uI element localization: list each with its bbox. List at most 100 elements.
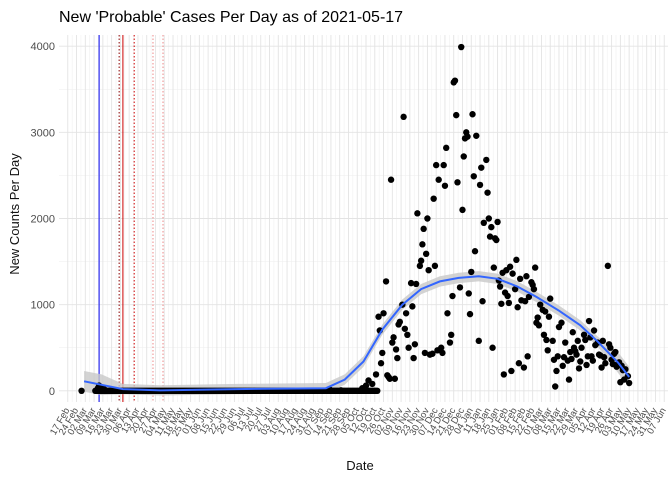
data-point — [578, 344, 585, 351]
data-point — [390, 334, 397, 341]
data-point — [524, 353, 531, 360]
chart-title: New 'Probable' Cases Per Day as of 2021-… — [59, 9, 403, 26]
data-point — [598, 364, 605, 371]
y-tick-label: 2000 — [31, 214, 55, 226]
data-point — [437, 344, 445, 351]
y-axis-title: New Counts Per Day — [7, 153, 22, 275]
y-axis-ticks: 0 1000 2000 3000 4000 — [31, 41, 55, 398]
data-point — [504, 292, 511, 300]
data-point — [506, 263, 514, 270]
data-point — [430, 195, 437, 202]
data-point — [468, 268, 475, 276]
data-point — [475, 337, 482, 345]
data-point — [424, 215, 431, 222]
data-point — [476, 181, 484, 189]
data-point — [540, 331, 548, 339]
data-point — [545, 313, 553, 320]
data-point — [569, 329, 576, 336]
y-tick-label: 0 — [49, 386, 55, 398]
data-point — [422, 250, 430, 258]
data-point — [405, 344, 412, 351]
data-point — [362, 382, 370, 389]
data-point — [382, 278, 390, 285]
reference-lines — [98, 35, 164, 402]
data-point — [478, 164, 485, 171]
data-point — [479, 298, 486, 305]
data-point — [375, 313, 382, 320]
data-point — [454, 179, 461, 186]
data-point — [511, 285, 519, 293]
data-point — [590, 327, 598, 334]
data-point — [460, 153, 467, 160]
data-point — [374, 387, 381, 395]
data-point — [448, 331, 455, 339]
confidence-band — [84, 271, 630, 396]
data-point — [535, 322, 543, 329]
data-point — [407, 279, 415, 287]
data-point — [451, 77, 459, 84]
data-point — [456, 284, 464, 291]
data-point — [600, 354, 608, 361]
data-point — [409, 303, 416, 310]
data-point — [401, 325, 409, 332]
data-point — [412, 280, 420, 288]
data-point — [484, 189, 491, 196]
data-point — [449, 292, 456, 300]
data-point — [486, 233, 494, 240]
data-point — [473, 132, 480, 139]
data-point — [513, 256, 520, 264]
data-point — [379, 349, 386, 357]
data-point — [420, 225, 427, 233]
y-tick-label: 3000 — [31, 127, 55, 139]
data-point — [391, 375, 399, 382]
data-point — [394, 354, 401, 362]
data-point — [483, 156, 490, 164]
data-point — [568, 355, 575, 363]
data-point — [541, 308, 549, 315]
data-point — [380, 310, 387, 317]
data-point — [439, 349, 446, 357]
data-point — [575, 365, 583, 372]
data-point — [559, 362, 566, 370]
data-point — [582, 336, 589, 344]
data-point — [429, 350, 436, 357]
data-point — [494, 218, 501, 226]
data-point — [466, 310, 474, 318]
data-point — [544, 347, 551, 354]
data-point — [416, 262, 424, 270]
data-point — [485, 215, 493, 222]
data-point — [387, 176, 395, 183]
data-point — [417, 257, 425, 264]
data-point — [441, 182, 449, 189]
data-point — [446, 339, 454, 346]
data-point — [516, 275, 524, 283]
data-point — [389, 339, 396, 346]
data-point — [400, 113, 407, 121]
data-point — [554, 353, 561, 360]
data-point — [543, 336, 550, 344]
data-point — [78, 387, 85, 395]
data-point — [421, 349, 429, 357]
data-point — [515, 360, 523, 367]
data-point — [531, 264, 539, 271]
data-point — [440, 161, 447, 169]
data-point — [480, 219, 487, 227]
data-point — [404, 331, 411, 339]
data-point — [583, 361, 590, 369]
data-point — [523, 273, 530, 280]
data-point — [549, 337, 556, 345]
data-point — [509, 270, 516, 277]
data-point — [490, 264, 498, 271]
data-point — [392, 346, 400, 353]
data-point — [547, 295, 554, 302]
data-point — [493, 236, 500, 244]
data-point — [599, 337, 607, 345]
data-point — [514, 304, 521, 311]
data-point — [469, 111, 476, 118]
data-point — [464, 133, 471, 140]
smooth-confidence-band — [84, 271, 630, 396]
data-point — [425, 266, 432, 274]
data-point — [470, 173, 477, 180]
data-point — [465, 290, 472, 297]
